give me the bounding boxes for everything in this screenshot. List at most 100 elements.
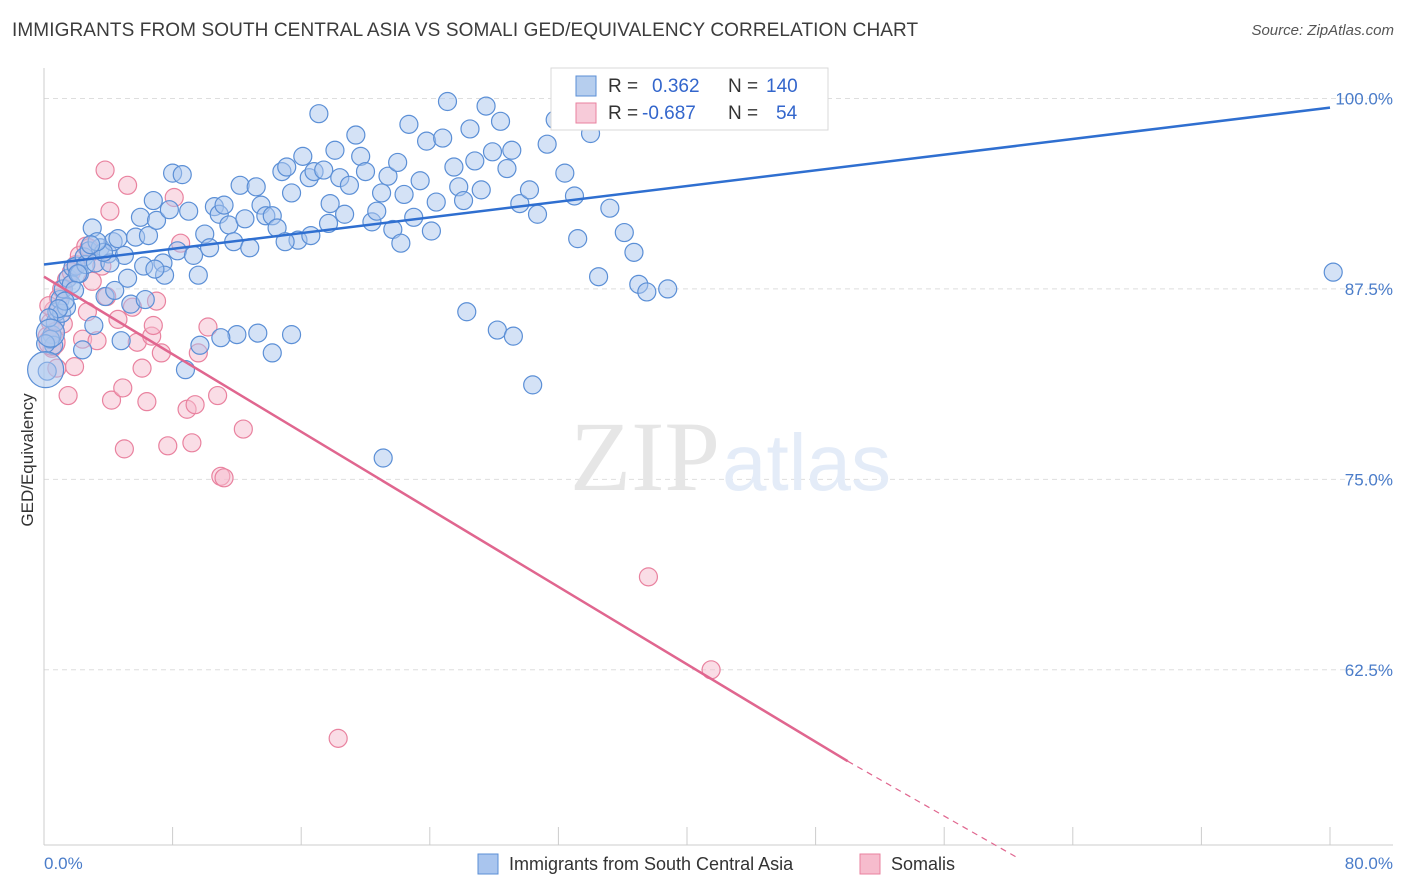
south-central-asia-point xyxy=(421,221,442,241)
somalis-point xyxy=(132,358,152,378)
south-central-asia-point xyxy=(230,175,250,195)
somalis-point xyxy=(198,317,218,337)
south-central-asia-point xyxy=(555,163,575,183)
bottom-legend-label-blue: Immigrants from South Central Asia xyxy=(509,854,794,874)
watermark-zip: ZIP xyxy=(570,401,720,512)
south-central-asia-point xyxy=(135,289,155,310)
south-central-asia-point xyxy=(211,328,231,348)
south-central-asia-point xyxy=(410,171,430,191)
south-central-asia-point xyxy=(143,190,163,211)
south-central-asia-point xyxy=(502,140,522,160)
south-central-asia-point xyxy=(309,104,329,124)
somalis-point xyxy=(158,436,178,456)
south-central-asia-point xyxy=(487,320,507,340)
south-central-asia-point xyxy=(371,183,392,203)
y-tick-label: 62.5% xyxy=(1345,661,1393,680)
south-central-asia-point xyxy=(81,235,101,255)
legend-n-label-pink: N = xyxy=(728,103,758,124)
south-central-asia-point xyxy=(426,192,446,212)
x-tick-label-min: 0.0% xyxy=(44,854,83,873)
south-central-asia-point xyxy=(624,242,644,262)
bottom-legend-swatch-blue xyxy=(477,853,499,875)
trendline-south-central-asia xyxy=(43,106,1331,266)
somalis-point xyxy=(328,728,348,748)
south-central-asia-point xyxy=(108,229,128,249)
south-central-asia-point xyxy=(145,259,165,279)
chart-source: Source: ZipAtlas.com xyxy=(1251,22,1394,39)
watermark-atlas: atlas xyxy=(722,418,891,507)
south-central-asia-point xyxy=(159,200,179,220)
legend-r-value-blue: 0.362 xyxy=(652,76,700,97)
somalis-point xyxy=(95,160,115,180)
south-central-asia-point xyxy=(433,128,453,148)
south-central-asia-point xyxy=(84,315,104,336)
legend-r-label-pink: R = xyxy=(608,103,638,124)
trendlines xyxy=(43,106,1331,858)
south-central-asia-point xyxy=(373,448,393,468)
bottom-legend-label-pink: Somalis xyxy=(891,854,955,874)
y-tick-label: 100.0% xyxy=(1335,89,1393,108)
south-central-asia-point xyxy=(490,111,511,131)
south-central-asia-point xyxy=(453,190,474,211)
y-tick-label: 87.5% xyxy=(1345,280,1393,299)
south-central-asia-point xyxy=(388,152,408,173)
south-central-asia-point xyxy=(72,340,93,360)
south-central-asia-point xyxy=(588,267,609,287)
south-central-asia-point xyxy=(527,204,548,224)
south-central-asia-point xyxy=(179,201,199,221)
somalis-point xyxy=(233,419,253,439)
south-central-asia-point xyxy=(658,279,678,299)
y-tick-labels: 62.5% 75.0% 87.5% 100.0% xyxy=(1335,89,1393,679)
south-central-asia-point xyxy=(471,180,491,200)
somalis-point xyxy=(137,392,157,412)
south-central-asia-point xyxy=(318,213,339,233)
south-central-asia-point xyxy=(188,265,208,285)
somalis-point xyxy=(113,378,133,398)
y-tick-label: 75.0% xyxy=(1345,470,1393,489)
south-central-asia-point xyxy=(476,96,496,116)
south-central-asia-point xyxy=(146,210,167,230)
south-central-asia-point xyxy=(111,331,131,351)
legend-n-label-blue: N = xyxy=(728,76,758,97)
south-central-asia-point xyxy=(564,186,585,206)
south-central-asia-point xyxy=(172,165,192,185)
y-axis-label: GED/Equivalency xyxy=(18,393,37,527)
south-central-asia-point xyxy=(68,264,88,284)
south-central-asia-point xyxy=(378,166,398,186)
south-central-asia-point xyxy=(219,215,239,235)
south-central-asia-point xyxy=(437,91,458,112)
legend-r-value-pink: -0.687 xyxy=(642,103,696,124)
south-central-asia-point xyxy=(460,119,480,139)
south-central-asia-point xyxy=(394,184,414,205)
series-legend: Immigrants from South Central Asia Somal… xyxy=(477,853,955,875)
south-central-asia-point-large xyxy=(35,318,66,348)
legend-n-value-blue: 140 xyxy=(766,76,798,97)
somalis-point xyxy=(58,385,78,406)
south-central-asia-point xyxy=(235,209,255,229)
south-central-asia-point xyxy=(444,157,464,177)
south-central-asia-point xyxy=(240,238,260,258)
south-central-asia-point xyxy=(399,114,419,134)
south-central-asia-point xyxy=(404,207,424,227)
bottom-legend-swatch-pink xyxy=(859,853,881,875)
south-central-asia-point xyxy=(416,131,437,151)
south-central-asia-point xyxy=(293,146,313,166)
south-central-asia-point xyxy=(117,268,138,288)
stats-legend: R = 0.362 N = 140 R = -0.687 N = 54 xyxy=(550,67,829,131)
somalis-point xyxy=(208,385,228,406)
somalis-point xyxy=(638,567,659,587)
south-central-asia-point xyxy=(281,183,302,203)
trendline-somalis-extension xyxy=(847,760,1017,858)
south-central-asia-point xyxy=(355,162,376,182)
south-central-asia-point xyxy=(248,323,268,343)
south-central-asia-point xyxy=(537,134,557,154)
somalis-point xyxy=(214,468,234,488)
south-central-asia-point xyxy=(339,175,360,195)
south-central-asia-point xyxy=(457,302,477,322)
south-central-asia-point xyxy=(523,375,543,395)
somalis-point xyxy=(100,201,120,221)
chart-title: IMMIGRANTS FROM SOUTH CENTRAL ASIA VS SO… xyxy=(12,20,919,41)
south-central-asia-point xyxy=(1323,262,1343,282)
south-central-asia-point xyxy=(568,229,588,249)
